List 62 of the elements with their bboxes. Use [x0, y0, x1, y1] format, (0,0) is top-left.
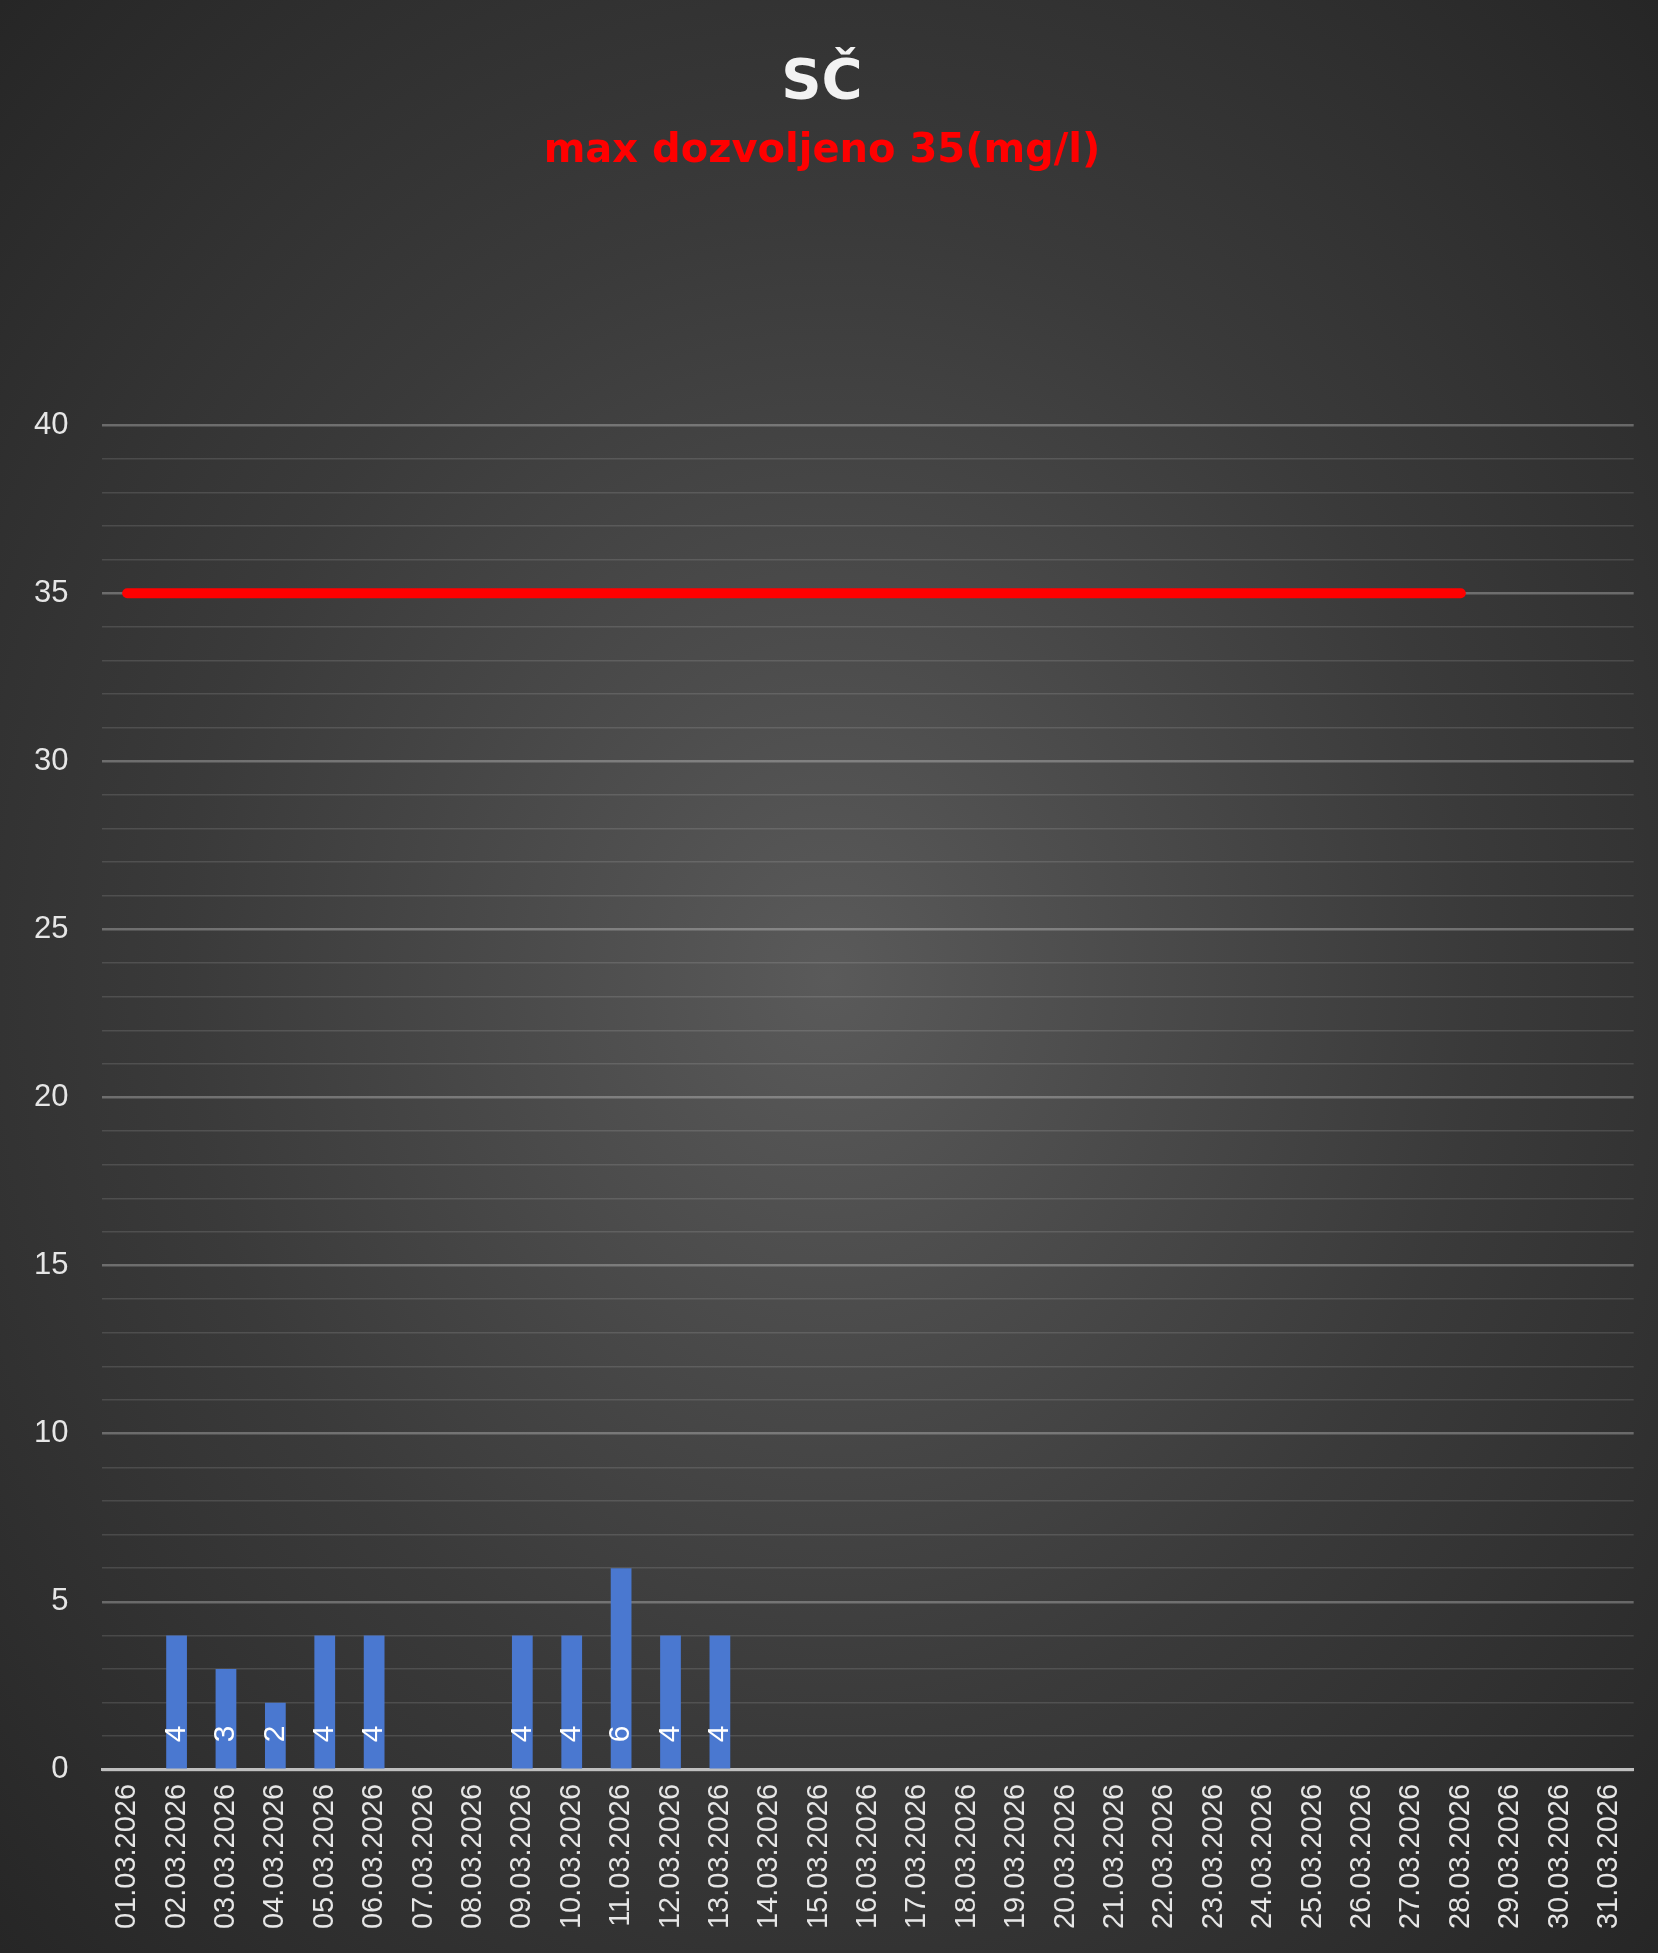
data-label: 4 [701, 1725, 735, 1743]
x-tick-label: 06.03.2026 [356, 1783, 389, 1930]
x-tick-label: 25.03.2026 [1294, 1783, 1327, 1930]
x-tick-label: 22.03.2026 [1146, 1783, 1179, 1930]
chart-title: SČ [781, 46, 863, 112]
y-tick-label: 20 [34, 1078, 69, 1114]
x-tick-label: 08.03.2026 [454, 1783, 487, 1930]
bar [561, 1635, 583, 1769]
data-label: 2 [256, 1725, 290, 1743]
x-tick-label: 17.03.2026 [899, 1783, 932, 1930]
y-tick-label: 10 [34, 1414, 69, 1450]
x-tick-label: 12.03.2026 [652, 1783, 685, 1930]
x-tick-label: 21.03.2026 [1097, 1783, 1130, 1930]
x-tick-label: 26.03.2026 [1344, 1783, 1377, 1930]
x-tick-label: 29.03.2026 [1492, 1783, 1525, 1930]
chart-subtitle: max dozvoljeno 35(mg/l) [543, 124, 1101, 171]
data-label: 4 [355, 1725, 389, 1743]
bar [511, 1635, 533, 1769]
data-label: 4 [503, 1725, 537, 1743]
data-label: 4 [651, 1725, 685, 1743]
bar [660, 1635, 681, 1769]
data-label: 4 [157, 1725, 191, 1743]
y-tick-label: 0 [51, 1750, 69, 1786]
x-tick-label: 19.03.2026 [998, 1783, 1031, 1930]
data-label: 3 [207, 1725, 241, 1743]
x-tick-label: 24.03.2026 [1245, 1783, 1278, 1930]
x-tick-label: 31.03.2026 [1590, 1783, 1623, 1930]
x-tick-label: 20.03.2026 [1047, 1783, 1080, 1930]
data-label: 4 [306, 1725, 340, 1743]
x-tick-label: 18.03.2026 [948, 1783, 981, 1930]
x-tick-label: 13.03.2026 [701, 1783, 734, 1930]
bar [709, 1635, 731, 1769]
y-tick-label: 5 [51, 1582, 69, 1618]
x-tick-label: 11.03.2026 [603, 1783, 636, 1927]
data-label: 6 [602, 1725, 636, 1743]
x-tick-label: 15.03.2026 [800, 1783, 833, 1930]
data-label: 4 [552, 1725, 586, 1743]
x-tick-label: 02.03.2026 [158, 1783, 191, 1930]
bar [215, 1669, 237, 1769]
x-tick-label: 04.03.2026 [257, 1783, 290, 1930]
y-tick-label: 30 [34, 741, 69, 777]
x-tick-label: 05.03.2026 [306, 1783, 339, 1930]
x-tick-label: 09.03.2026 [504, 1783, 537, 1930]
x-tick-label: 28.03.2026 [1442, 1783, 1475, 1930]
bar [314, 1635, 336, 1769]
bar [166, 1635, 187, 1769]
y-tick-label: 15 [34, 1246, 69, 1282]
x-tick-label: 23.03.2026 [1195, 1783, 1228, 1930]
y-tick-label: 40 [34, 405, 69, 441]
x-tick-label: 10.03.2026 [553, 1783, 586, 1930]
x-tick-label: 03.03.2026 [207, 1783, 240, 1930]
x-tick-label: 14.03.2026 [751, 1783, 784, 1930]
bar [363, 1635, 385, 1769]
y-tick-label: 25 [34, 909, 69, 945]
x-tick-label: 30.03.2026 [1541, 1783, 1574, 1930]
y-tick-label: 35 [34, 573, 69, 609]
bar [610, 1568, 632, 1769]
x-tick-label: 07.03.2026 [405, 1783, 438, 1930]
x-tick-label: 16.03.2026 [850, 1783, 883, 1930]
x-tick-label: 27.03.2026 [1393, 1783, 1426, 1930]
x-tick-label: 01.03.2026 [109, 1783, 142, 1930]
bar [264, 1702, 286, 1769]
